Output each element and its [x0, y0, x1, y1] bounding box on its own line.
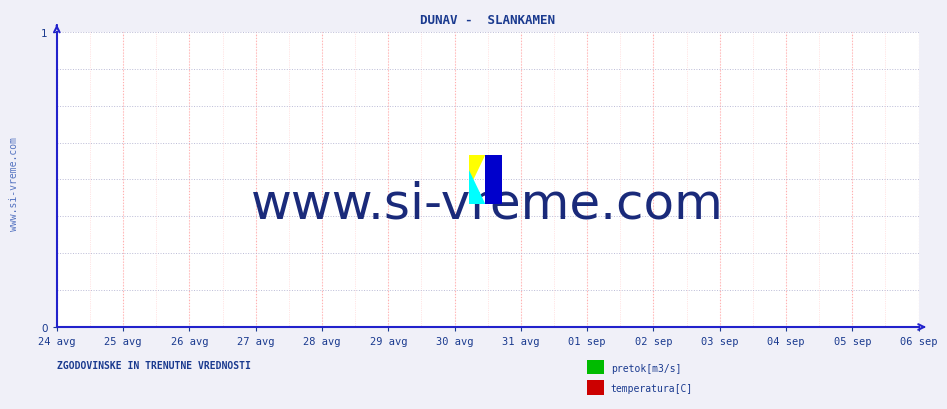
Title: DUNAV -  SLANKAMEN: DUNAV - SLANKAMEN [420, 14, 555, 27]
Text: pretok[m3/s]: pretok[m3/s] [611, 363, 681, 373]
Polygon shape [469, 170, 486, 204]
Text: www.si-vreme.com: www.si-vreme.com [251, 180, 724, 227]
Text: temperatura[C]: temperatura[C] [611, 384, 693, 393]
Text: www.si-vreme.com: www.si-vreme.com [9, 137, 19, 231]
Polygon shape [469, 155, 486, 190]
Text: ZGODOVINSKE IN TRENUTNE VREDNOSTI: ZGODOVINSKE IN TRENUTNE VREDNOSTI [57, 360, 251, 370]
Polygon shape [486, 155, 502, 204]
